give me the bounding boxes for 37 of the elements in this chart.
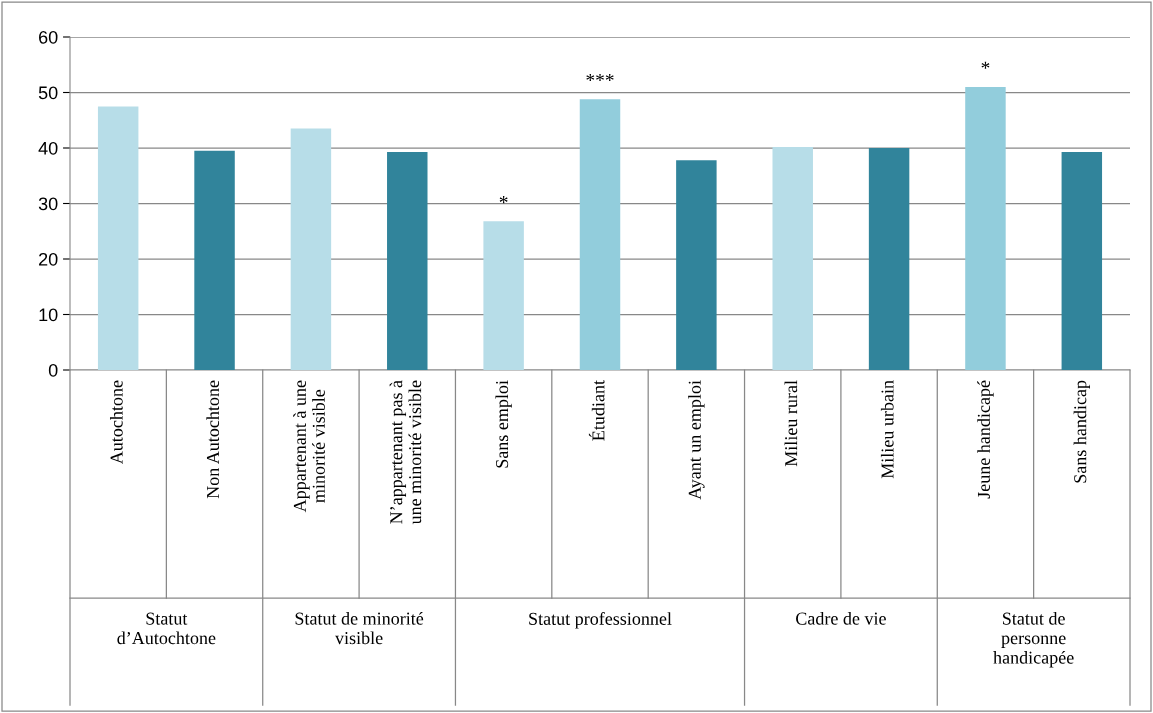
text: Statut d’Autochtone xyxy=(117,612,216,645)
x-tick-label: Appartenant à une minorité visible xyxy=(293,380,325,513)
x-tick-label: Ayant un emploi xyxy=(688,380,705,500)
x-tick-label: Étudiant xyxy=(588,380,605,441)
y-tick-label: 10 xyxy=(39,308,58,322)
y-tick-label: 40 xyxy=(38,141,58,155)
x-tick-label: Jeune handicapé xyxy=(977,380,994,499)
bar xyxy=(676,160,717,370)
y-tick-label: 60 xyxy=(39,30,58,44)
y-tick-label: 30 xyxy=(38,197,58,211)
bar xyxy=(965,86,1006,370)
x-tick-label: Autochtone xyxy=(109,380,123,465)
bar xyxy=(579,99,621,370)
x-tick-label: Milieu rural xyxy=(784,380,798,467)
text: Cadre de vie xyxy=(796,612,886,625)
bar xyxy=(97,106,139,370)
bar xyxy=(290,128,332,370)
y-tick-label: 50 xyxy=(38,86,58,100)
y-tick-label: 0 xyxy=(48,363,58,377)
annotation: * xyxy=(499,196,508,204)
text: Statut professionnel xyxy=(529,612,672,629)
text: Statut de minorité visible xyxy=(295,611,424,645)
bar xyxy=(194,150,235,370)
bar xyxy=(483,221,524,370)
bar xyxy=(1061,151,1103,370)
bar xyxy=(868,148,910,370)
bar xyxy=(387,151,428,370)
x-tick-label: Sans emploi xyxy=(495,380,512,468)
annotation: * xyxy=(981,61,990,69)
x-tick-label: Milieu urbain xyxy=(880,380,894,479)
x-tick-label: N’appartenant pas à une minorité visible xyxy=(389,380,422,525)
annotation: *** xyxy=(586,73,614,82)
bar xyxy=(772,146,813,370)
y-tick-label: 20 xyxy=(39,252,58,266)
x-tick-label: Non Autochtone xyxy=(206,380,220,499)
text: Statut de personne handicapée xyxy=(993,612,1074,668)
x-tick-label: Sans handicap xyxy=(1073,380,1091,483)
